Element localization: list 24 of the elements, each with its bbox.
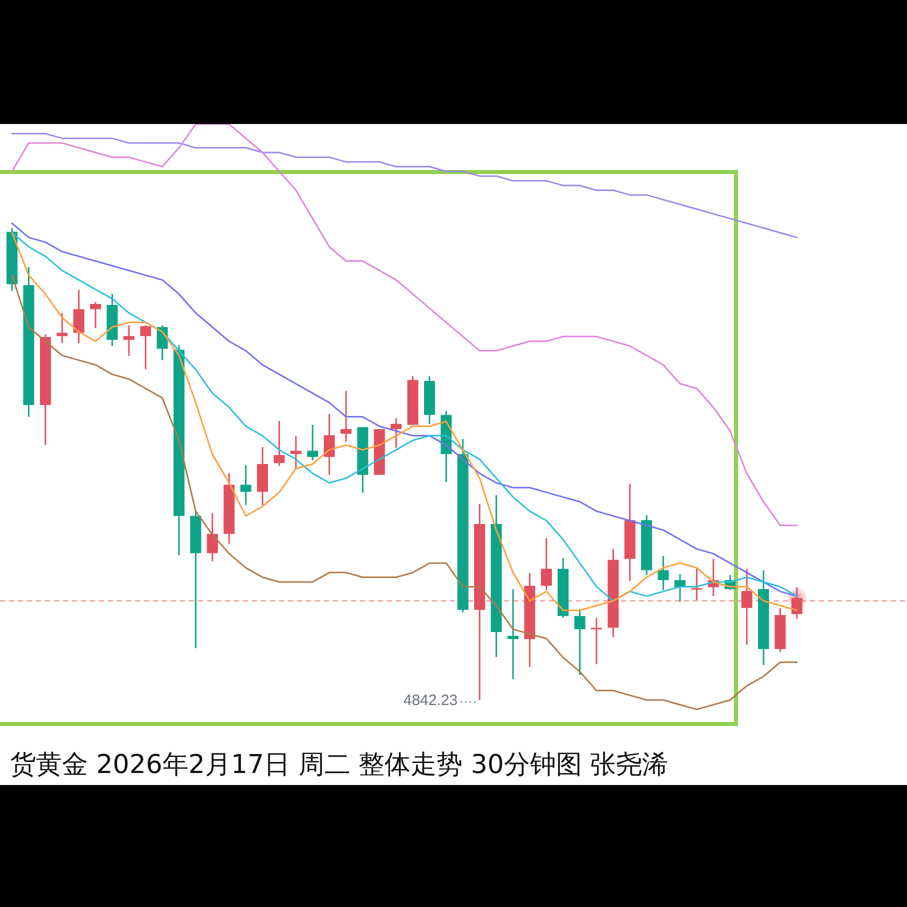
candlestick: [156, 324, 168, 361]
candlestick: [791, 586, 802, 620]
candlestick: [123, 324, 134, 357]
candlestick: [90, 301, 101, 329]
candlestick: [290, 435, 302, 470]
candlestick: [658, 555, 669, 591]
candlestick: [274, 420, 285, 467]
candlestick: [540, 537, 552, 591]
text: 货黄金 2026年2月17日 周二 整体走势 30分钟图 张尧浠: [10, 750, 668, 780]
candlestick: [508, 588, 518, 680]
candlestick: [206, 512, 218, 562]
candlestick: [73, 289, 84, 344]
candlestick: [240, 464, 252, 506]
candlestick: [741, 568, 752, 646]
candlestick: [307, 424, 318, 461]
candlestick: [691, 568, 702, 601]
annotation: 4842.23: [403, 692, 458, 709]
candlestick: [390, 417, 402, 449]
candlestick: [340, 390, 352, 443]
candlestick: [324, 413, 335, 476]
candlestick: [574, 608, 586, 676]
candlestick: [591, 617, 602, 665]
candlestick: [56, 312, 68, 344]
candlestick: [140, 324, 152, 370]
